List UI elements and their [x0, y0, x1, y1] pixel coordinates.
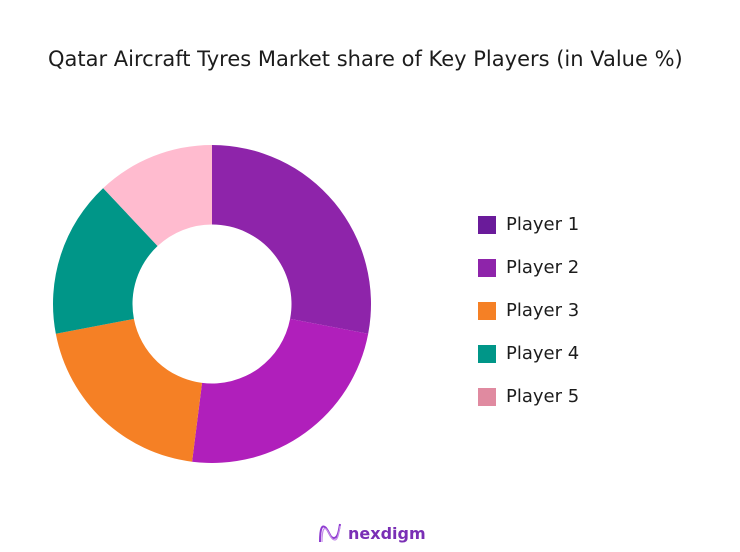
legend-item-player-4: Player 4	[478, 332, 579, 375]
legend-label: Player 4	[506, 343, 580, 364]
legend-label: Player 3	[506, 300, 580, 321]
chart-title: Qatar Aircraft Tyres Market share of Key…	[48, 47, 683, 71]
legend-item-player-2: Player 2	[478, 246, 579, 289]
legend-swatch	[478, 258, 496, 277]
donut-slice-player-1	[212, 145, 371, 334]
legend-swatch	[478, 215, 496, 234]
logo-text: nexdigm	[348, 523, 426, 543]
legend-label: Player 2	[506, 257, 580, 278]
legend-item-player-5: Player 5	[478, 375, 579, 418]
legend-item-player-1: Player 1	[478, 203, 579, 246]
wave-logo-icon	[319, 523, 341, 543]
legend-label: Player 5	[506, 386, 580, 407]
donut-slice-player-3	[55, 318, 203, 462]
donut-slice-player-5	[103, 145, 212, 247]
legend: Player 1 Player 2 Player 3 Player 4 Play…	[478, 203, 579, 418]
legend-swatch	[478, 301, 496, 320]
legend-item-player-3: Player 3	[478, 289, 579, 332]
legend-label: Player 1	[506, 214, 580, 235]
legend-swatch	[478, 387, 496, 406]
legend-swatch	[478, 344, 496, 363]
nexdigm-logo: nexdigm	[318, 522, 426, 544]
donut-chart	[53, 145, 371, 463]
donut-slice-player-2	[192, 318, 369, 463]
donut-slice-player-4	[53, 188, 158, 334]
